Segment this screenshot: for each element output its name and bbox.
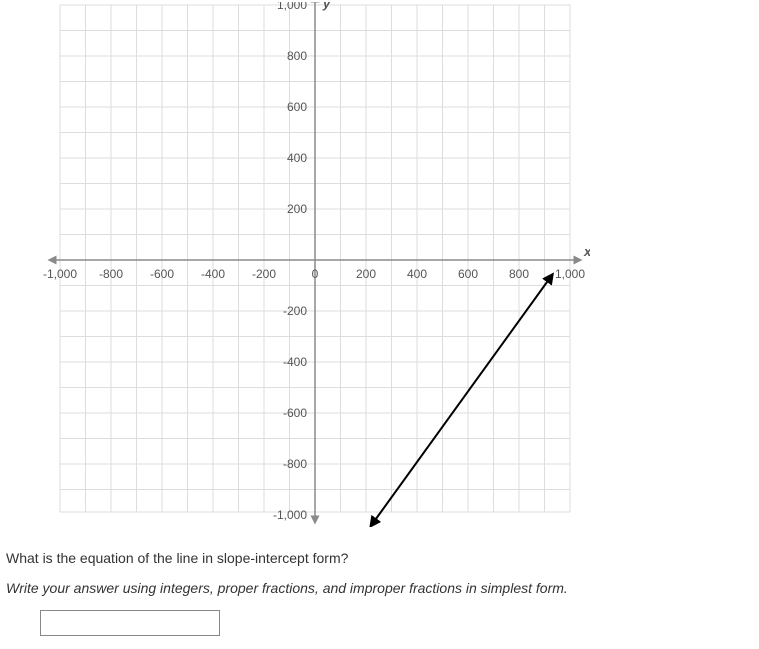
svg-text:-400: -400	[283, 355, 307, 369]
svg-text:-400: -400	[201, 267, 225, 281]
svg-text:0: 0	[312, 267, 319, 281]
instruction-text: Write your answer using integers, proper…	[6, 580, 759, 596]
svg-text:y: y	[322, 2, 331, 11]
svg-text:200: 200	[356, 267, 376, 281]
svg-text:-1,000: -1,000	[43, 267, 77, 281]
question-text: What is the equation of the line in slop…	[6, 550, 759, 566]
svg-text:400: 400	[407, 267, 427, 281]
svg-text:x: x	[583, 244, 590, 259]
answer-input[interactable]	[40, 610, 220, 636]
svg-text:-800: -800	[99, 267, 123, 281]
svg-text:-200: -200	[283, 304, 307, 318]
svg-text:1,000: 1,000	[277, 2, 307, 12]
svg-text:600: 600	[287, 100, 307, 114]
svg-text:400: 400	[287, 151, 307, 165]
svg-text:-800: -800	[283, 457, 307, 471]
svg-text:800: 800	[509, 267, 529, 281]
svg-text:-600: -600	[283, 406, 307, 420]
svg-text:600: 600	[458, 267, 478, 281]
svg-text:800: 800	[287, 49, 307, 63]
svg-text:1,000: 1,000	[555, 267, 585, 281]
coordinate-grid-chart: -1,000 -800 -600 -400 -200 0 200 400 600 800 1,000…	[10, 2, 759, 532]
svg-text:-1,000: -1,000	[273, 508, 307, 522]
svg-text:-200: -200	[252, 267, 276, 281]
svg-text:200: 200	[287, 202, 307, 216]
grid-svg: -1,000 -800 -600 -400 -200 0 200 400 600 800 1,000…	[10, 2, 590, 527]
svg-text:-600: -600	[150, 267, 174, 281]
